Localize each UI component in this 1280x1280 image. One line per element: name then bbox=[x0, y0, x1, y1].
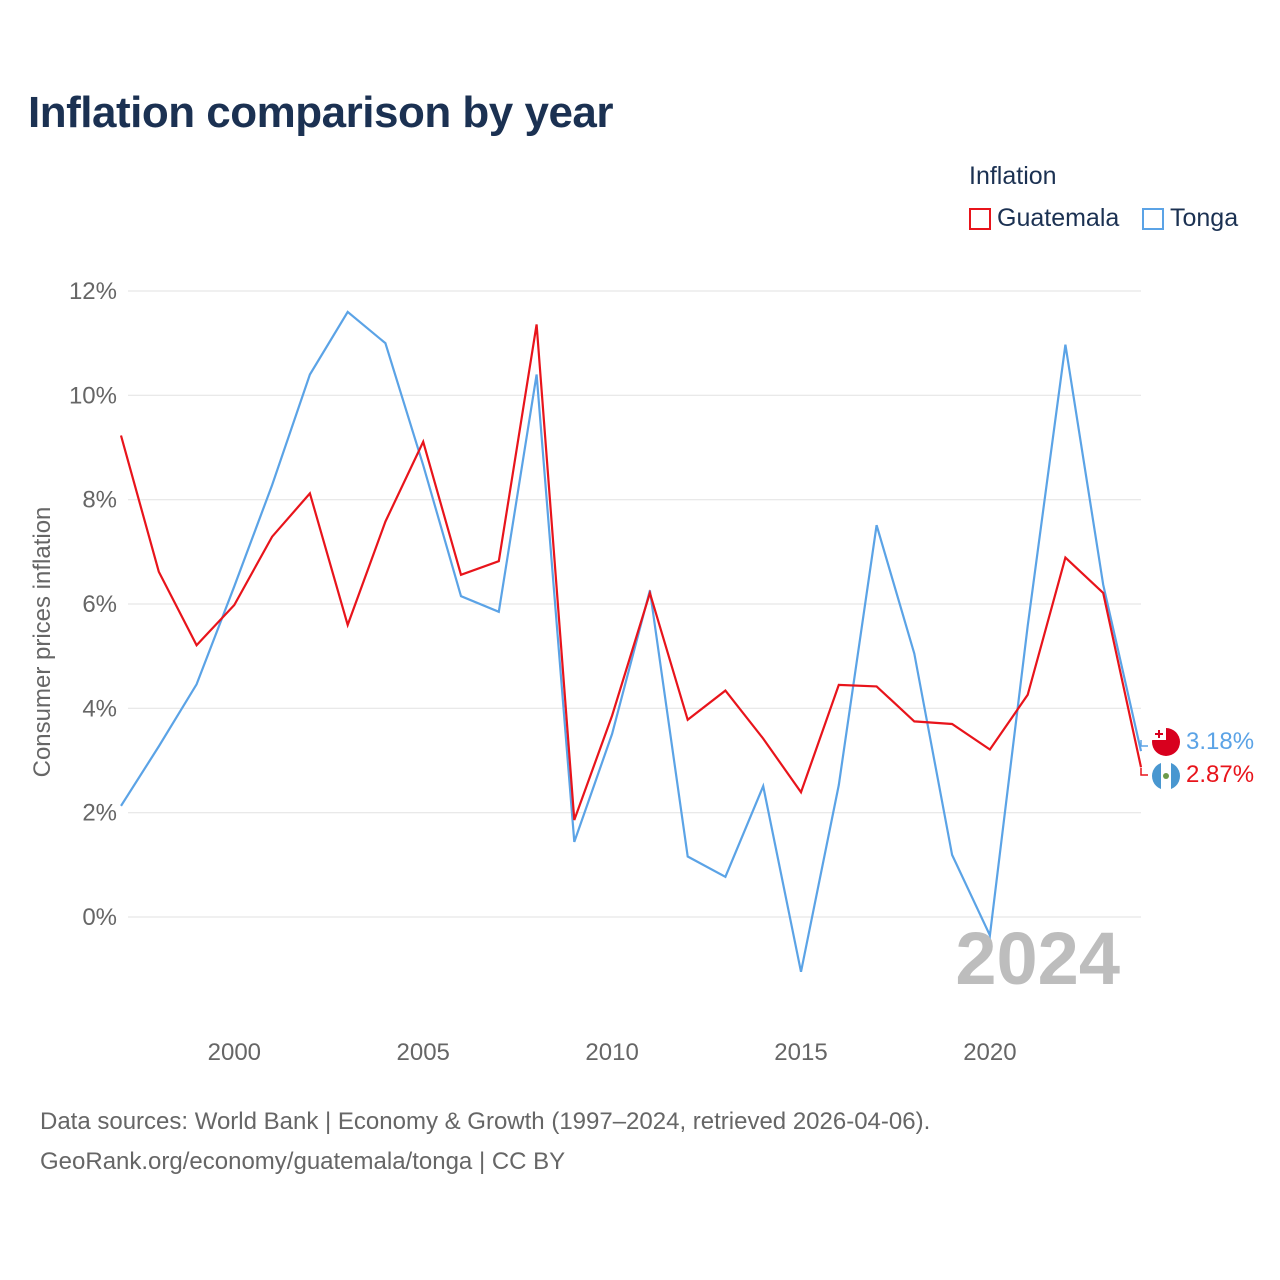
legend-item-tonga[interactable]: Tonga bbox=[1142, 204, 1238, 233]
source-url-text[interactable]: GeoRank.org/economy/guatemala/tonga | CC… bbox=[40, 1148, 566, 1175]
series-line-tonga[interactable] bbox=[120, 310, 1143, 973]
y-tick-label: 4% bbox=[82, 695, 117, 722]
year-watermark: 2024 bbox=[955, 917, 1120, 1000]
legend-label-tonga: Tonga bbox=[1170, 204, 1239, 232]
y-axis-label: Consumer prices inflation bbox=[29, 507, 56, 778]
data-sources-text: Data sources: World Bank | Economy & Gro… bbox=[40, 1108, 931, 1135]
y-tick-label: 10% bbox=[69, 382, 117, 409]
y-tick-labels: 0% 2% 4% 6% 8% 10% 12% bbox=[69, 278, 117, 931]
guatemala-end-value: 2.87% bbox=[1186, 761, 1254, 788]
y-tick-label: 2% bbox=[82, 800, 117, 827]
y-tick-label: 8% bbox=[82, 487, 117, 514]
grid-lines bbox=[128, 290, 1141, 918]
guatemala-flag-icon bbox=[1152, 762, 1180, 790]
x-tick-label: 2010 bbox=[585, 1039, 638, 1066]
guatemala-connector bbox=[1140, 768, 1148, 776]
y-tick-label: 6% bbox=[82, 591, 117, 618]
x-tick-labels: 2000 2005 2010 2015 2020 bbox=[208, 1039, 1017, 1066]
legend-label-guatemala: Guatemala bbox=[997, 204, 1120, 232]
x-tick-label: 2015 bbox=[774, 1039, 827, 1066]
tonga-end-value: 3.18% bbox=[1186, 728, 1254, 755]
y-tick-label: 12% bbox=[69, 278, 117, 305]
end-labels: 3.18% 2.87% bbox=[1140, 728, 1254, 790]
tonga-flag-icon bbox=[1152, 728, 1180, 756]
y-tick-label: 0% bbox=[82, 904, 117, 931]
x-tick-label: 2020 bbox=[963, 1039, 1016, 1066]
tonga-connector bbox=[1140, 740, 1148, 747]
series-line-guatemala[interactable] bbox=[119, 324, 1143, 821]
x-tick-label: 2000 bbox=[208, 1039, 261, 1066]
series-lines bbox=[119, 310, 1143, 973]
legend-swatch-tonga bbox=[1142, 207, 1164, 230]
x-tick-label: 2005 bbox=[397, 1039, 450, 1066]
chart-title: Inflation comparison by year bbox=[28, 88, 614, 137]
legend-title: Inflation bbox=[969, 162, 1057, 190]
legend-swatch-guatemala bbox=[969, 207, 991, 230]
legend-item-guatemala[interactable]: Guatemala bbox=[969, 204, 1119, 233]
